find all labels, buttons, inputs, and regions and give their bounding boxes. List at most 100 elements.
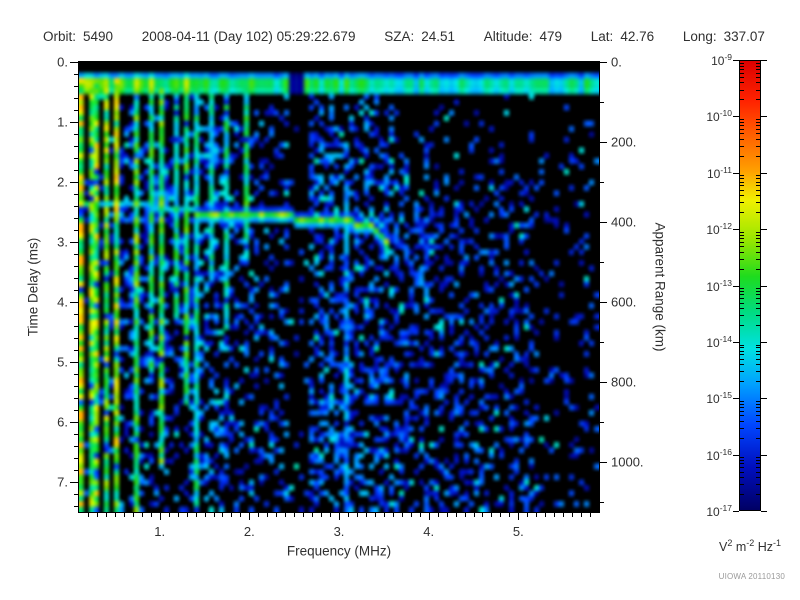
colorbar-minor-tick	[740, 315, 744, 316]
colorbar-minor-tick	[756, 231, 760, 233]
colorbar-major-tick	[761, 116, 767, 118]
colorbar-minor-tick	[740, 344, 744, 346]
colorbar-minor-tick	[756, 381, 760, 383]
colorbar-minor-tick	[740, 302, 744, 304]
x-axis-minor-tick	[294, 513, 296, 517]
colorbar-major-tick	[733, 60, 739, 61]
colorbar-minor-tick	[756, 121, 760, 123]
colorbar-tick-label: 10-9	[711, 52, 732, 68]
colorbar-tick-label: 10-14	[706, 333, 732, 350]
colorbar-minor-tick	[756, 324, 760, 326]
colorbar-minor-tick	[740, 241, 744, 243]
colorbar-minor-tick	[740, 427, 744, 429]
x-axis-minor-tick	[482, 513, 484, 517]
colorbar-minor-tick	[756, 145, 760, 147]
y-axis-minor-tick	[74, 170, 78, 171]
header-field: Altitude: 479	[484, 29, 562, 44]
x-axis-minor-tick	[258, 513, 260, 517]
x-axis-minor-tick	[186, 513, 188, 517]
y2-axis-minor-tick	[600, 342, 604, 343]
header-field: Orbit: 5490	[43, 29, 113, 44]
x-axis-minor-tick	[105, 513, 107, 517]
colorbar-minor-tick	[756, 241, 760, 243]
x-axis-minor-tick	[168, 513, 170, 517]
y-axis-major-tick	[70, 122, 78, 123]
colorbar-tick-label: 10-16	[706, 446, 732, 463]
y-axis-tick-label: 6.	[57, 414, 68, 430]
header-field: Lat: 42.76	[591, 29, 654, 44]
header-field-value: 2008-04-11 (Day 102) 05:29:22.679	[141, 29, 356, 44]
header-field-value: 5490	[83, 29, 114, 44]
x-axis-minor-tick	[330, 513, 331, 517]
colorbar-minor-tick	[740, 437, 744, 439]
x-axis-minor-tick	[96, 513, 98, 517]
y-axis-tick-label: 4.	[57, 294, 68, 310]
y-axis-major-tick	[70, 62, 78, 63]
y2-axis-major-tick	[600, 222, 607, 223]
header-info: Orbit: 5490 2008-04-11 (Day 102) 05:29:22.…	[43, 29, 765, 44]
colorbar-major-tick	[761, 398, 767, 400]
x-axis-tick-label: 2.	[243, 524, 255, 539]
y-axis-minor-tick	[74, 278, 78, 279]
colorbar-minor-tick	[740, 463, 744, 465]
colorbar-minor-tick	[756, 437, 760, 439]
colorbar-major-tick	[761, 285, 767, 287]
colorbar-minor-tick	[756, 344, 760, 346]
colorbar-minor-tick	[756, 457, 760, 459]
y2-axis-major-tick	[600, 302, 607, 303]
x-axis-minor-tick	[401, 513, 403, 517]
colorbar-minor-tick	[756, 175, 760, 177]
colorbar	[739, 60, 761, 511]
x-axis-minor-tick	[563, 513, 565, 517]
y-axis-major-tick	[70, 182, 78, 183]
colorbar-major-tick	[733, 511, 739, 512]
x-axis-minor-tick	[383, 513, 385, 517]
y-axis-tick-label: 1.	[57, 114, 68, 130]
colorbar-minor-tick	[756, 246, 760, 248]
colorbar-minor-tick	[740, 138, 744, 140]
x-axis-minor-tick	[88, 513, 89, 517]
colorbar-major-tick	[733, 229, 739, 231]
x-axis-minor-tick	[141, 513, 143, 517]
header-field-value: 479	[539, 29, 563, 44]
y-axis-major-tick	[70, 242, 78, 243]
colorbar-minor-tick	[756, 350, 760, 352]
x-axis-minor-tick	[581, 513, 583, 517]
x-axis-minor-tick	[590, 513, 591, 517]
colorbar-tick-label: 10-10	[706, 108, 732, 125]
x-axis-minor-tick	[365, 513, 367, 517]
y-axis-minor-tick	[74, 470, 78, 471]
x-axis-minor-tick	[285, 513, 287, 517]
y-axis-minor-tick	[74, 218, 78, 219]
x-axis-tick-label: 5.	[512, 524, 524, 539]
y2-axis-major-tick	[600, 462, 607, 463]
colorbar-minor-tick	[740, 133, 744, 135]
colorbar-major-tick	[761, 341, 767, 343]
y2-axis-minor-tick	[600, 102, 604, 103]
colorbar-minor-tick	[740, 65, 744, 67]
header-field: 2008-04-11 (Day 102) 05:29:22.679	[142, 29, 356, 44]
colorbar-minor-tick	[740, 246, 744, 248]
y-axis-minor-tick	[74, 410, 78, 411]
colorbar-minor-tick	[756, 212, 760, 214]
y2-axis-minor-tick	[600, 502, 604, 503]
colorbar-minor-tick	[740, 307, 744, 309]
colorbar-minor-tick	[756, 415, 760, 417]
colorbar-minor-tick	[756, 185, 760, 187]
colorbar-tick-label: 10-11	[706, 164, 732, 181]
colorbar-minor-tick	[756, 460, 760, 462]
colorbar-minor-tick	[740, 99, 744, 101]
colorbar-minor-tick	[740, 460, 744, 462]
colorbar-minor-tick	[740, 324, 744, 326]
x-axis-minor-tick	[267, 513, 269, 517]
colorbar-minor-tick	[740, 298, 744, 299]
y-axis-minor-tick	[74, 350, 78, 351]
x-axis-minor-tick	[392, 513, 394, 517]
colorbar-minor-tick	[740, 471, 744, 473]
colorbar-tick-label: 10-12	[706, 221, 732, 238]
y-axis-minor-tick	[74, 326, 78, 327]
x-axis-minor-tick	[132, 513, 134, 517]
y-axis-minor-tick	[74, 506, 78, 507]
y-axis-minor-tick	[74, 134, 78, 135]
colorbar-minor-tick	[740, 258, 744, 260]
